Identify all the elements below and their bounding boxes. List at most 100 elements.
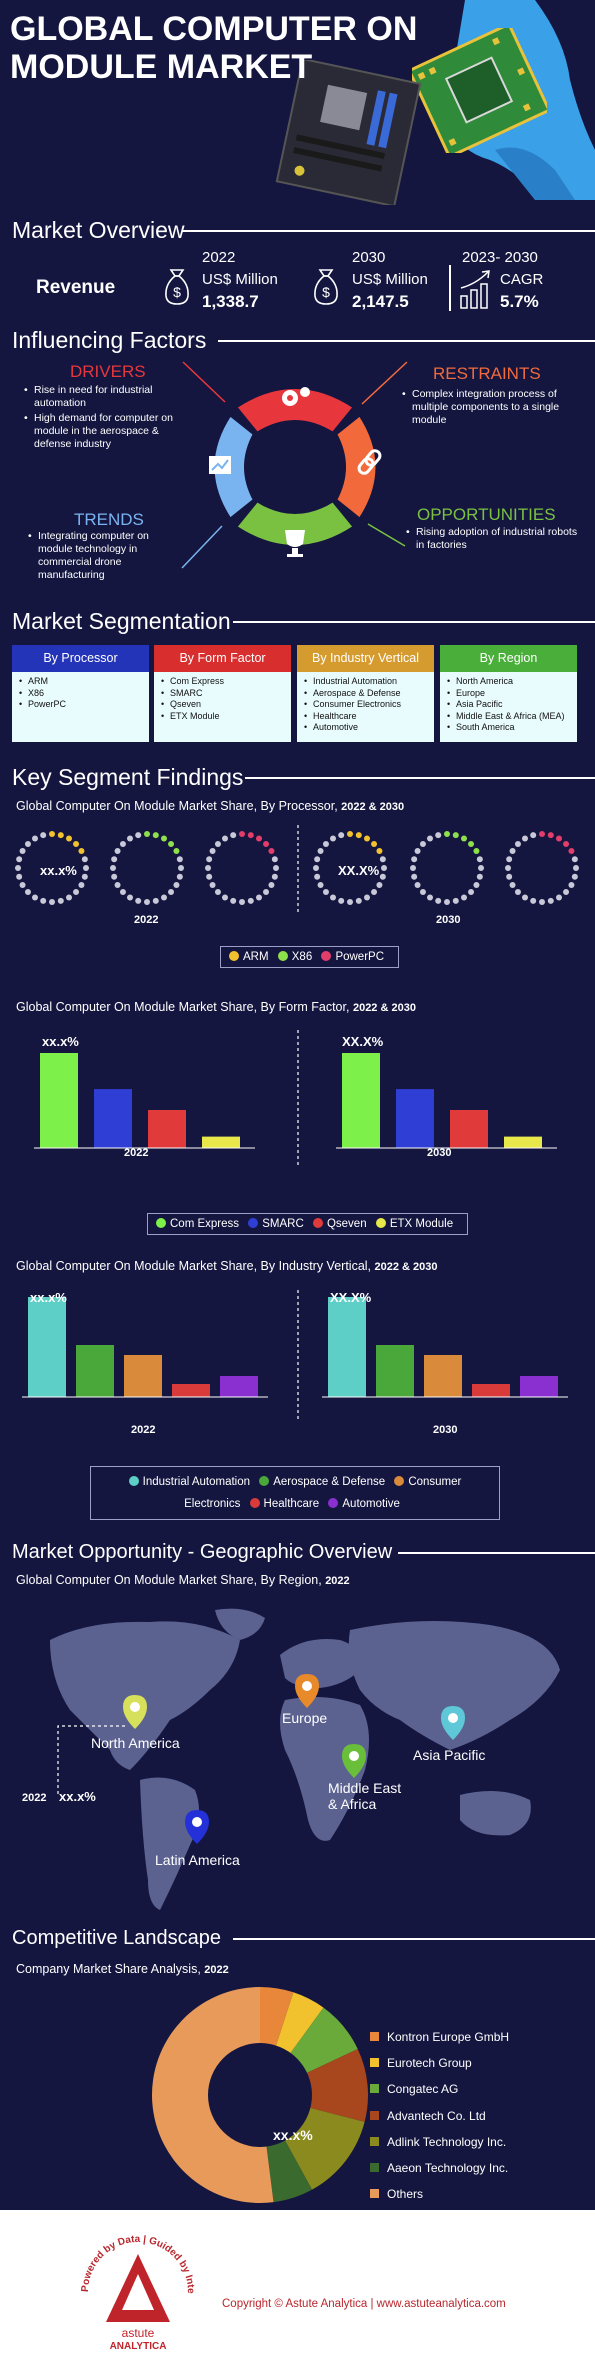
ring-dot: [468, 840, 475, 847]
astute-analytica-logo: Powered by Data | Guided by Intelligence…: [68, 2222, 196, 2352]
industry-subtitle: Global Computer On Module Market Share, …: [16, 1259, 438, 1273]
legend-item: ETX Module: [375, 1218, 453, 1230]
ring-dot: [317, 848, 324, 854]
cagr-value: 5.7%: [500, 292, 539, 311]
callout-connector: [57, 1725, 125, 1795]
ring-dot: [230, 897, 237, 904]
ring-dot: [32, 835, 38, 842]
ring-dot: [119, 840, 126, 847]
ring-dot: [514, 889, 521, 896]
ring-dot: [539, 831, 545, 837]
ring-dot: [19, 848, 26, 854]
factor-connectors: [181, 361, 408, 569]
ring-dot: [161, 894, 167, 901]
copyright-link[interactable]: Copyright © Astute Analytica | www.astut…: [222, 2298, 506, 2310]
callout-value: xx.x%: [59, 1789, 96, 1804]
bar: [376, 1345, 414, 1397]
subtitle-text: Global Computer On Module Market Share, …: [16, 799, 338, 813]
list-item: Automotive: [303, 722, 428, 734]
ring-dot: [81, 856, 88, 863]
ring-dot: [73, 889, 80, 896]
cagr-label: CAGR: [500, 271, 544, 288]
ring-dot: [314, 873, 321, 880]
asia-pacific-pin-icon: [441, 1706, 465, 1740]
legend-item: ARM: [229, 951, 269, 963]
bar: [504, 1136, 542, 1148]
ring-dot: [16, 856, 23, 863]
ring-dot: [411, 856, 418, 863]
list-item: ETX Module: [160, 711, 285, 723]
latin-america-pin-icon: [185, 1810, 209, 1844]
ring-dot: [135, 897, 142, 904]
legend-item: Others: [370, 2181, 509, 2207]
ring-dot: [15, 865, 21, 871]
ring-dot: [530, 832, 537, 839]
bar: [94, 1089, 132, 1148]
ring-dot: [78, 848, 85, 854]
list-item: X86: [18, 688, 143, 700]
title-line-1: GLOBAL COMPUTER ON: [10, 10, 418, 48]
donut-legend: Kontron Europe GmbH Eurotech Group Conga…: [370, 2024, 509, 2207]
ring-dot: [127, 835, 133, 842]
processor-legend: ARM X86 PowerPC: [220, 946, 400, 968]
ring-dot: [247, 897, 254, 904]
growth-chart-icon: [458, 268, 494, 315]
ring-dot: [452, 897, 459, 904]
ring-dot: [66, 835, 72, 842]
region-label-asia-pacific: Asia Pacific: [413, 1747, 486, 1763]
legend-item: Com Express: [156, 1218, 239, 1230]
logo-name-2: ANALYTICA: [110, 2341, 167, 2352]
motherboard-illustration: [275, 60, 422, 205]
ring-dot: [206, 856, 213, 863]
ring-dot: [338, 897, 345, 904]
bar: [40, 1053, 78, 1148]
trends-title: TRENDS: [74, 510, 144, 529]
ring-dot: [414, 848, 421, 854]
ring-dot: [114, 848, 121, 854]
processor-value-b: XX.X%: [338, 863, 380, 878]
ring-dot: [40, 897, 47, 904]
subtitle-text: Global Computer On Module Market Share, …: [16, 1573, 322, 1587]
competitive-heading: Competitive Landscape: [12, 1927, 222, 1949]
subtitle-years: 2022 & 2030: [374, 1261, 438, 1273]
ring-dot: [505, 865, 511, 871]
opportunities-segment: [232, 497, 358, 549]
bar: [472, 1384, 510, 1397]
segment-head-region: By Region: [440, 645, 577, 672]
ring-dot: [563, 840, 570, 847]
ring-dot: [314, 856, 321, 863]
title-line-2: MODULE MARKET: [10, 48, 313, 86]
donut-value-label: xx.x%: [273, 2127, 313, 2143]
ring-dot: [168, 840, 175, 847]
header: GLOBAL COMPUTER ON MODULE MARKET: [0, 0, 595, 205]
ring-dot: [509, 882, 516, 888]
industry-value-a: xx.x%: [30, 1290, 67, 1305]
ring-dot: [461, 894, 467, 901]
divider: [233, 1938, 595, 1940]
list-item: Asia Pacific: [446, 699, 571, 711]
page-title: GLOBAL COMPUTER ON MODULE MARKET: [10, 10, 417, 86]
bar: [148, 1110, 186, 1148]
ring-dot: [414, 882, 421, 888]
trends-list: Integrating computer on module technolog…: [26, 530, 186, 584]
processor-year-b: 2030: [436, 914, 461, 926]
year-2030: 2030: [352, 249, 386, 266]
region-label-middle-east-africa: Middle East & Africa: [328, 1780, 401, 1812]
restraints-title: RESTRAINTS: [433, 364, 541, 383]
ring-dot: [40, 832, 47, 839]
ring-dot: [206, 873, 213, 880]
ring-dot: [268, 848, 275, 854]
cagr-period: 2023- 2030: [462, 249, 538, 266]
list-item: PowerPC: [18, 699, 143, 711]
ring-dot: [66, 894, 72, 901]
ring-dot: [144, 831, 150, 837]
processor-year-a: 2022: [134, 914, 159, 926]
ring-dot: [176, 856, 183, 863]
list-item: SMARC: [160, 688, 285, 700]
industry-value-b: XX.X%: [330, 1290, 372, 1305]
bar: [220, 1376, 258, 1397]
legend-item: Qseven: [312, 1218, 367, 1230]
bar: [124, 1355, 162, 1397]
